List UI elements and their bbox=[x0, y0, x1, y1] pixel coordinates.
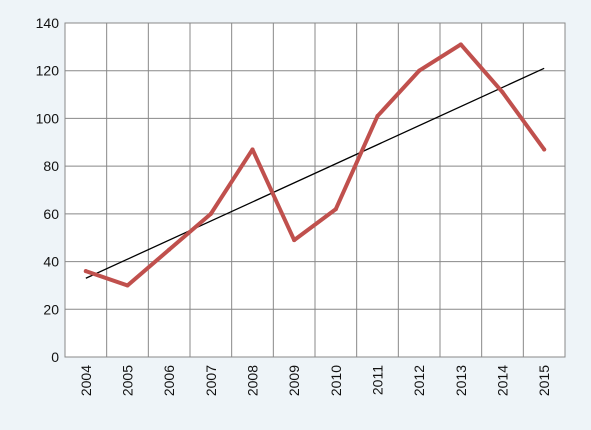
x-tick-label: 2004 bbox=[78, 365, 94, 396]
data-point bbox=[333, 207, 338, 212]
y-tick-label: 0 bbox=[51, 349, 59, 365]
y-tick-label: 100 bbox=[36, 110, 60, 126]
y-tick-label: 80 bbox=[43, 158, 59, 174]
x-tick-label: 2014 bbox=[495, 365, 511, 396]
data-point bbox=[208, 211, 213, 216]
y-axis-ticks: 0 20 40 60 80 100 120 140 bbox=[36, 15, 60, 365]
data-point bbox=[250, 147, 255, 152]
y-tick-label: 40 bbox=[43, 254, 59, 270]
x-tick-label: 2015 bbox=[536, 365, 552, 396]
data-point bbox=[292, 238, 297, 243]
x-tick-label: 2012 bbox=[411, 365, 427, 396]
x-tick-label: 2008 bbox=[245, 365, 261, 396]
x-axis-ticks: 2004 2005 2006 2007 2008 2009 2010 2011 2012 2013… bbox=[78, 365, 552, 396]
x-tick-label: 2006 bbox=[161, 365, 177, 396]
series-line bbox=[83, 42, 547, 288]
data-point bbox=[542, 147, 547, 152]
data-point bbox=[500, 90, 505, 95]
y-tick-label: 60 bbox=[43, 206, 59, 222]
data-point bbox=[458, 42, 463, 47]
series-layer bbox=[83, 42, 547, 288]
x-tick-label: 2010 bbox=[328, 365, 344, 396]
x-tick-label: 2013 bbox=[453, 365, 469, 396]
y-tick-label: 140 bbox=[36, 15, 60, 31]
data-point bbox=[125, 283, 130, 288]
trendline-layer bbox=[85, 67, 545, 279]
data-point bbox=[167, 247, 172, 252]
data-point bbox=[417, 68, 422, 73]
data-point bbox=[83, 269, 88, 274]
x-tick-label: 2005 bbox=[120, 365, 136, 396]
trendline bbox=[85, 67, 545, 279]
data-point bbox=[375, 114, 380, 119]
x-tick-label: 2009 bbox=[286, 365, 302, 396]
x-tick-label: 2011 bbox=[370, 365, 386, 395]
y-tick-label: 120 bbox=[36, 63, 60, 79]
x-tick-label: 2007 bbox=[203, 365, 219, 396]
y-tick-label: 20 bbox=[43, 301, 59, 317]
